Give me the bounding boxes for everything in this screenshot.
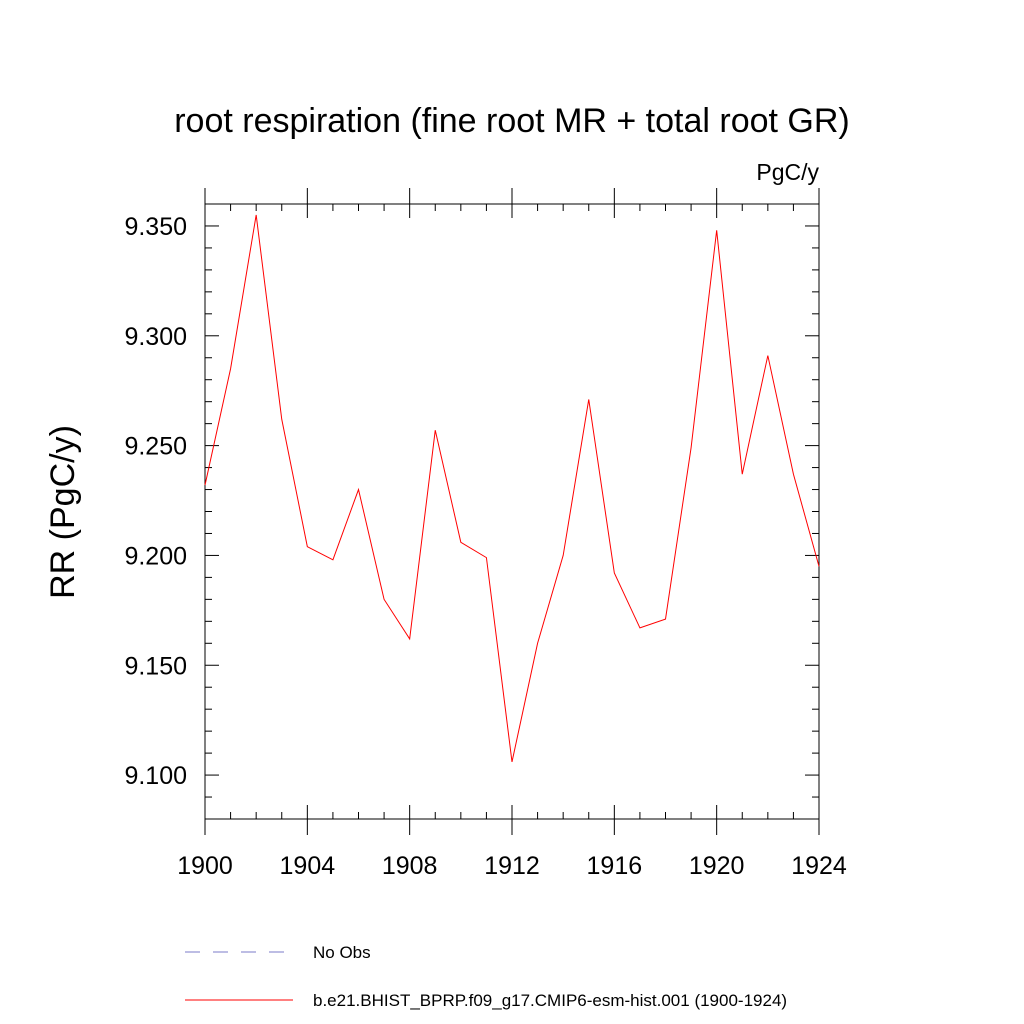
y-axis-label: RR (PgC/y) [44, 425, 82, 599]
y-axis: 9.100 9.150 9.200 9.250 9.300 9.350 [124, 203, 819, 820]
y-tick-label: 9.200 [124, 542, 187, 570]
x-tick-label: 1904 [280, 852, 336, 880]
legend: No Obs b.e21.BHIST_BPRP.f09_g17.CMIP6-es… [185, 943, 787, 1010]
y-tick-label: 9.300 [124, 323, 187, 351]
units-label: PgC/y [756, 159, 819, 185]
x-tick-label: 1900 [177, 852, 233, 880]
series-layer [204, 214, 820, 762]
y-tick-label: 9.100 [124, 762, 187, 790]
series-line [204, 214, 820, 762]
y-tick-label: 9.250 [124, 433, 187, 461]
legend-label-series: b.e21.BHIST_BPRP.f09_g17.CMIP6-esm-hist.… [313, 991, 787, 1010]
x-tick-label: 1924 [791, 852, 847, 880]
legend-label-no-obs: No Obs [313, 943, 371, 962]
x-tick-label: 1920 [689, 852, 745, 880]
plot-border [204, 203, 820, 820]
chart-title: root respiration (fine root MR + total r… [174, 102, 850, 140]
y-tick-label: 9.150 [124, 652, 187, 680]
x-axis: 1900 1904 1908 1912 1916 1920 1924 [177, 188, 847, 880]
plot-area [204, 203, 820, 820]
x-tick-label: 1908 [382, 852, 438, 880]
x-tick-label: 1916 [587, 852, 643, 880]
y-tick-label: 9.350 [124, 213, 187, 241]
x-tick-label: 1912 [484, 852, 540, 880]
